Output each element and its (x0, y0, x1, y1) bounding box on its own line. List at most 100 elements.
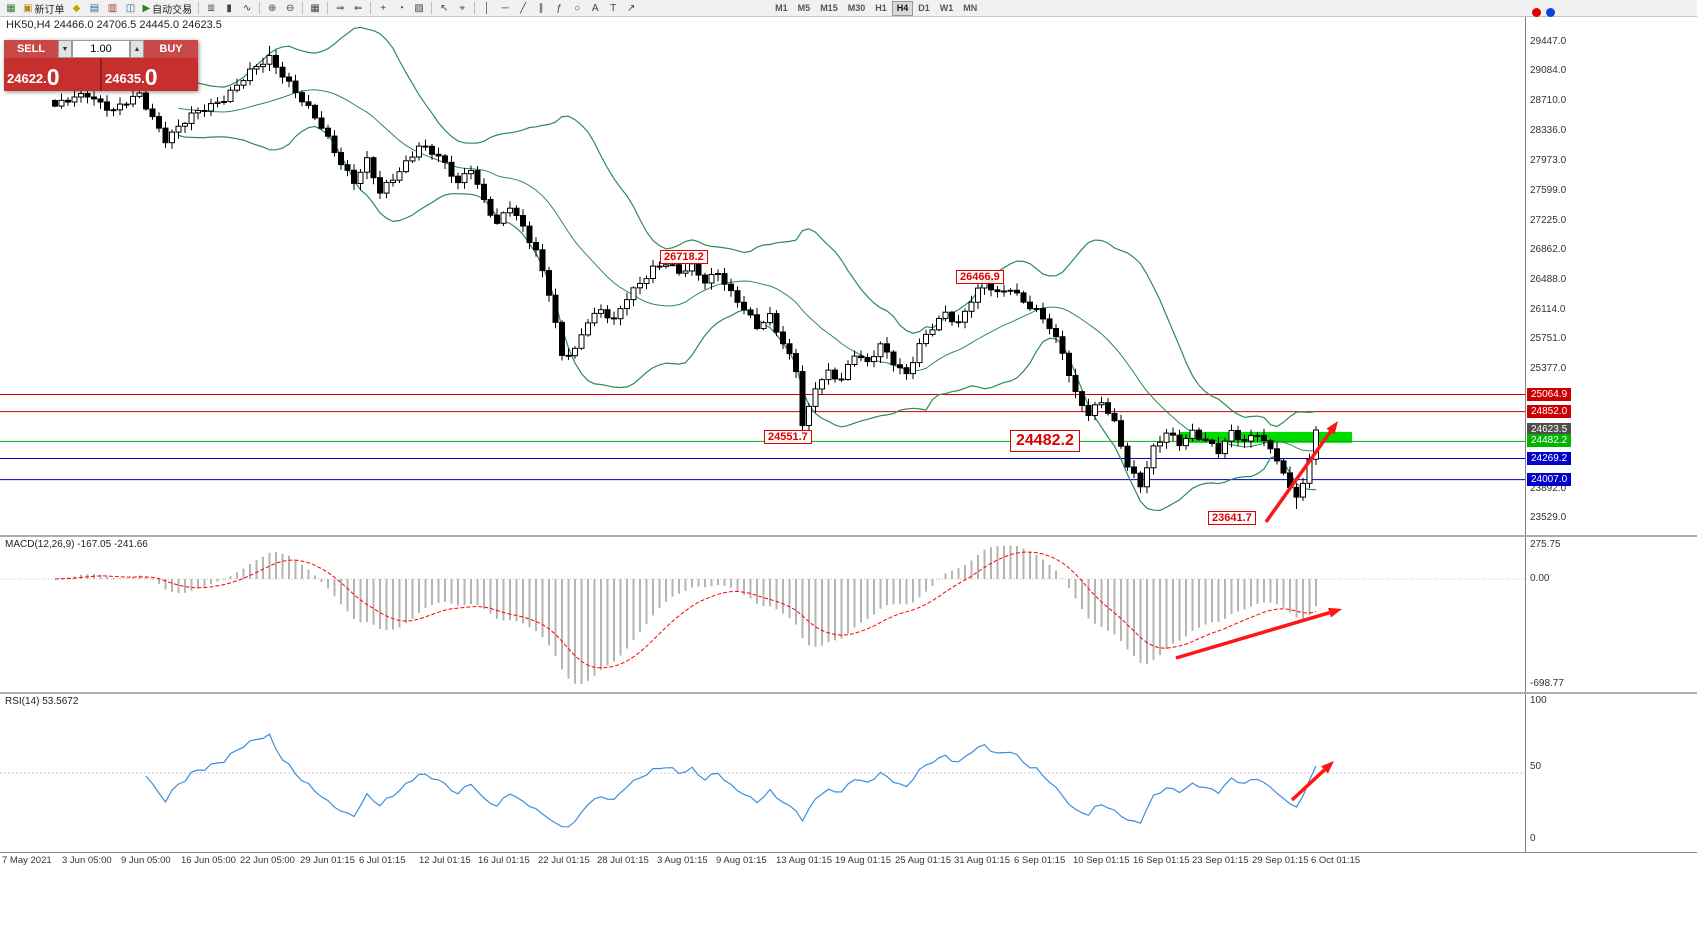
horizontal-line-button[interactable]: ─ (496, 1, 514, 16)
time-label: 22 Jun 05:00 (240, 855, 295, 866)
sell-price-small: 24622. (7, 71, 47, 86)
fibonacci-button[interactable]: ƒ (550, 1, 568, 16)
timeframe-d1-button[interactable]: D1 (918, 3, 930, 13)
price-axis-label: 28336.0 (1530, 125, 1567, 136)
timeframe-m15-button[interactable]: M15 (820, 3, 838, 13)
channel-icon: ∥ (538, 2, 544, 14)
trend-arrow[interactable] (1175, 607, 1342, 660)
panel-splitter[interactable] (0, 535, 1697, 537)
toolbar: ▦ ▣ 新订单 ◆ ▤ ▥ ◫ ▶ 自动交易 ≣ ▮ ∿ ⊕ ⊖ ▦ ⇒ ⇐ + ◔ ▨ ↖ ⌖ │ ─ ╱ ∥ ƒ ○ A T ↗ M1… (0, 0, 1697, 18)
buy-price-small: 24635. (105, 71, 145, 86)
chart-profiles-icon: ◆ (72, 2, 81, 14)
connection-status-dot (1546, 8, 1555, 18)
auto-trading-button[interactable]: ▶ 自动交易 (139, 1, 195, 16)
zoom-out-button[interactable]: ⊖ (281, 1, 299, 16)
trend-arrow[interactable] (1290, 761, 1334, 802)
price-tag-24482.2: 24482.2 (1527, 434, 1572, 447)
price-tag-24269.2: 24269.2 (1527, 452, 1572, 465)
rsi-label: RSI(14) 53.5672 (5, 696, 79, 707)
macd-label: MACD(12,26,9) -167.05 -241.66 (5, 539, 148, 550)
price-axis-label: 23529.0 (1530, 512, 1567, 523)
time-label: 3 Jun 05:00 (62, 855, 112, 866)
price-axis-label: 26488.0 (1530, 274, 1567, 285)
market-watch-button[interactable]: ▤ (85, 1, 103, 16)
rsi-axis-label: 100 (1530, 695, 1547, 706)
price-axis[interactable]: 29447.0 29084.0 28710.0 28336.0 27973.0 27599… (1525, 17, 1697, 853)
timeframe-h4-button[interactable]: H4 (891, 0, 914, 16)
indicators-button[interactable]: + (374, 1, 392, 16)
vertical-line-button[interactable]: │ (478, 1, 496, 16)
line-chart-button[interactable]: ∿ (238, 1, 256, 16)
time-label: 3 Aug 01:15 (657, 855, 708, 866)
text-icon: A (591, 2, 599, 14)
time-label: 29 Sep 01:15 (1252, 855, 1309, 866)
price-annotation[interactable]: 24551.7 (764, 430, 812, 444)
auto-trading-icon: ▶ (142, 2, 151, 14)
crosshair-button[interactable]: ⌖ (453, 1, 471, 16)
price-chart[interactable] (0, 17, 1525, 535)
price-annotation[interactable]: 24482.2 (1010, 430, 1080, 452)
volume-input[interactable] (72, 40, 130, 58)
timeframe-m5-button[interactable]: M5 (797, 3, 811, 13)
trendline-button[interactable]: ╱ (514, 1, 532, 16)
trend-arrow[interactable] (1264, 421, 1338, 524)
templates-icon: ▨ (414, 2, 424, 14)
auto-scroll-button[interactable]: ⇒ (331, 1, 349, 16)
chart-shift-button[interactable]: ⇐ (349, 1, 367, 16)
connection-status (1527, 4, 1555, 22)
arrows-button[interactable]: ↗ (622, 1, 640, 16)
macd-histogram (60, 545, 1317, 684)
price-annotation[interactable]: 23641.7 (1208, 511, 1256, 525)
price-annotation[interactable]: 26466.9 (956, 270, 1004, 284)
price-annotation[interactable]: 26718.2 (660, 250, 708, 264)
new-order-button-label: 新订单 (34, 4, 65, 16)
shapes-button[interactable]: ○ (568, 1, 586, 16)
main-chart-panel: HK50,H4 24466.0 24706.5 24445.0 24623.5 … (0, 17, 1525, 535)
timeframe-m1-button[interactable]: M1 (775, 3, 788, 13)
buy-price-big: 0 (144, 64, 158, 90)
navigator-button[interactable]: ◫ (121, 1, 139, 16)
macd-chart[interactable] (0, 537, 1525, 692)
templates-button[interactable]: ▨ (410, 1, 428, 16)
volume-down-button[interactable]: ▼ (58, 40, 72, 58)
text-button[interactable]: A (586, 1, 604, 16)
sell-button[interactable]: SELL (4, 40, 58, 58)
cursor-button[interactable]: ↖ (435, 1, 453, 16)
tile-windows-button[interactable]: ▦ (306, 1, 324, 16)
channel-button[interactable]: ∥ (532, 1, 550, 16)
time-label: 7 May 2021 (2, 855, 52, 866)
new-chart-button[interactable]: ▦ (2, 1, 20, 16)
data-window-button[interactable]: ▥ (103, 1, 121, 16)
timeframe-h1-button[interactable]: H1 (875, 3, 887, 13)
new-order-button[interactable]: ▣ 新订单 (20, 1, 67, 16)
price-axis-label: 26862.0 (1530, 244, 1567, 255)
time-label: 12 Jul 01:15 (419, 855, 471, 866)
buy-price-display[interactable]: 24635. 0 (102, 58, 198, 91)
new-order-icon: ▣ (23, 2, 33, 14)
toolbar-chart-tools-group: ≣ ▮ ∿ ⊕ ⊖ ▦ ⇒ ⇐ + ◔ ▨ ↖ ⌖ │ ─ ╱ ∥ ƒ ○ A T ↗ (202, 0, 640, 16)
candlestick-chart-button[interactable]: ▮ (220, 1, 238, 16)
market-watch-icon: ▤ (89, 2, 100, 14)
time-axis[interactable]: 7 May 2021 3 Jun 05:00 9 Jun 05:00 16 Jun 0… (0, 853, 1697, 869)
zoom-in-button[interactable]: ⊕ (263, 1, 281, 16)
timeframe-mn-button[interactable]: MN (963, 3, 978, 13)
buy-button[interactable]: BUY (144, 40, 198, 58)
sell-price-display[interactable]: 24622. 0 (4, 58, 100, 91)
bar-chart-button[interactable]: ≣ (202, 1, 220, 16)
one-click-trade-panel: SELL ▼ ▲ BUY 24622.0 24635.0 (4, 40, 198, 91)
rsi-chart[interactable] (0, 694, 1525, 852)
volume-up-button[interactable]: ▲ (130, 40, 144, 58)
timeframe-m30-button[interactable]: M30 (847, 3, 866, 13)
panel-splitter[interactable] (0, 692, 1697, 694)
text-label-button[interactable]: T (604, 1, 622, 16)
price-axis-label: 23892.0 (1530, 483, 1567, 494)
macd-axis-label: 275.75 (1530, 539, 1561, 550)
price-tag-24852.0: 24852.0 (1527, 405, 1572, 418)
timeframe-w1-button[interactable]: W1 (939, 3, 954, 13)
periods-button[interactable]: ◔ (392, 1, 410, 16)
chart-profiles-button[interactable]: ◆ (67, 1, 85, 16)
toolbar-separator (198, 2, 200, 14)
bollinger-upper-band (178, 26, 1317, 428)
bar-chart-icon: ≣ (206, 2, 216, 14)
